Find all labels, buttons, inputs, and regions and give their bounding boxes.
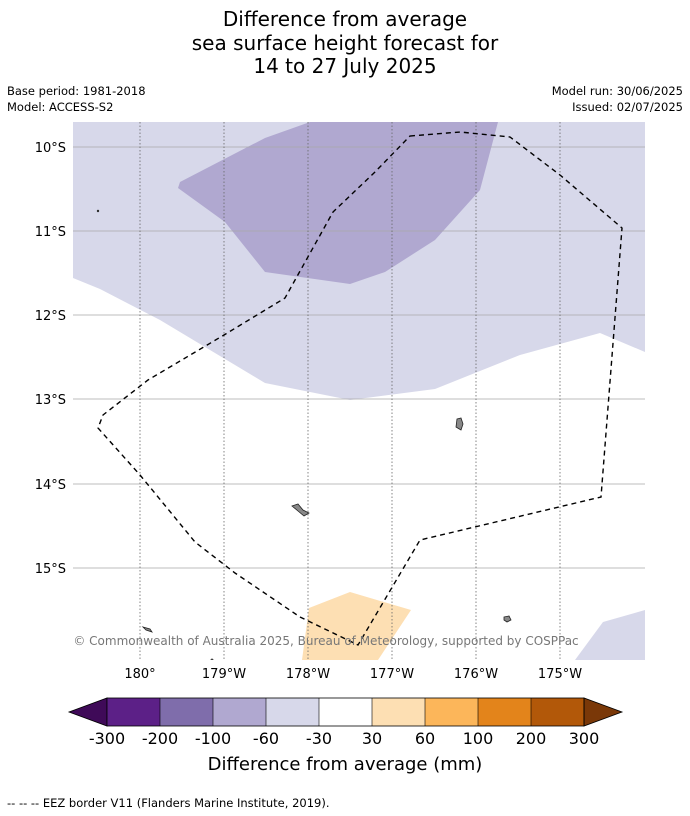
- colorbar-outline: [106, 697, 585, 727]
- lat-label-13s: 13°S: [35, 393, 66, 408]
- issued-date: Issued: 02/07/2025: [572, 100, 683, 114]
- colorbar-segment: [478, 698, 531, 726]
- colorbar-segment: [425, 698, 478, 726]
- colorbar-tick-label: 100: [463, 729, 494, 748]
- colorbar-tick-label: -30: [306, 729, 332, 748]
- model-run: Model run: 30/06/2025: [551, 84, 683, 98]
- colorbar-segment: [213, 698, 266, 726]
- colorbar-segment: [372, 698, 425, 726]
- lon-labels: 180° 179°W 178°W 177°W 176°W 175°W: [124, 667, 582, 682]
- colorbar-tick-label: -200: [142, 729, 178, 748]
- colorbar-extend-high: [583, 697, 624, 727]
- meta-right: Model run: 30/06/2025 Issued: 02/07/2025: [552, 83, 683, 115]
- eez-legend: -- -- -- EEZ border V11 (Flanders Marine…: [7, 796, 330, 810]
- anomaly-region-light-purple-southeast: [575, 610, 645, 660]
- title-line-2: sea surface height forecast for: [191, 30, 499, 55]
- meta-left: Base period: 1981-2018 Model: ACCESS-S2: [7, 83, 146, 115]
- lat-gridlines: [73, 146, 645, 569]
- lat-labels: 10°S 11°S 12°S 13°S 14°S 15°S: [35, 141, 66, 577]
- lon-label-178w: 178°W: [286, 667, 330, 682]
- colorbar-tick-label: 200: [516, 729, 547, 748]
- map-title: Difference from average sea surface heig…: [0, 7, 690, 79]
- colorbar-tick-label: -100: [195, 729, 231, 748]
- colorbar-segment: [107, 698, 160, 726]
- colorbar: -300 -200 -100 -60 -30 30 60 100 200 300: [67, 697, 624, 748]
- island-central: [291, 503, 310, 517]
- island-east: [455, 417, 464, 431]
- colorbar-segment: [266, 698, 319, 726]
- anomaly-region-medium-purple: [178, 122, 498, 284]
- lat-label-15s: 15°S: [35, 562, 66, 577]
- island-northwest-dot: [96, 209, 100, 213]
- model-name: Model: ACCESS-S2: [7, 100, 114, 114]
- lat-label-11s: 11°S: [35, 225, 66, 240]
- base-period: Base period: 1981-2018: [7, 84, 146, 98]
- lon-label-179w: 179°W: [202, 667, 246, 682]
- colorbar-tick-label: 300: [569, 729, 600, 748]
- island-south-dot: [210, 658, 214, 660]
- lon-gridlines: [139, 122, 561, 660]
- lon-label-176w: 176°W: [454, 667, 498, 682]
- lat-label-12s: 12°S: [35, 309, 66, 324]
- islands: [96, 209, 512, 660]
- colorbar-segment: [160, 698, 213, 726]
- colorbar-segment: [319, 698, 372, 726]
- lon-label-175w: 175°W: [538, 667, 582, 682]
- anomaly-region-light-orange: [302, 592, 411, 660]
- title-line-3: 14 to 27 July 2025: [253, 54, 437, 78]
- island-southwest: [141, 626, 153, 633]
- island-southeast: [503, 615, 512, 623]
- colorbar-tick-label: 30: [362, 729, 382, 748]
- title-line-1: Difference from average: [222, 7, 468, 31]
- colorbar-segment: [531, 698, 584, 726]
- colorbar-tick-label: -60: [253, 729, 279, 748]
- lat-label-10s: 10°S: [35, 141, 66, 156]
- colorbar-tick-label: 60: [415, 729, 435, 748]
- colorbar-extend-low: [67, 697, 108, 727]
- map-plot: © Commonwealth of Australia 2025, Bureau…: [73, 122, 645, 660]
- colorbar-label: Difference from average (mm): [207, 754, 483, 775]
- eez-border: [97, 131, 623, 646]
- lon-label-180: 180°: [124, 667, 155, 682]
- lat-label-14s: 14°S: [35, 478, 66, 493]
- lon-label-177w: 177°W: [370, 667, 414, 682]
- colorbar-tick-label: -300: [89, 729, 125, 748]
- copyright-notice: © Commonwealth of Australia 2025, Bureau…: [73, 634, 578, 648]
